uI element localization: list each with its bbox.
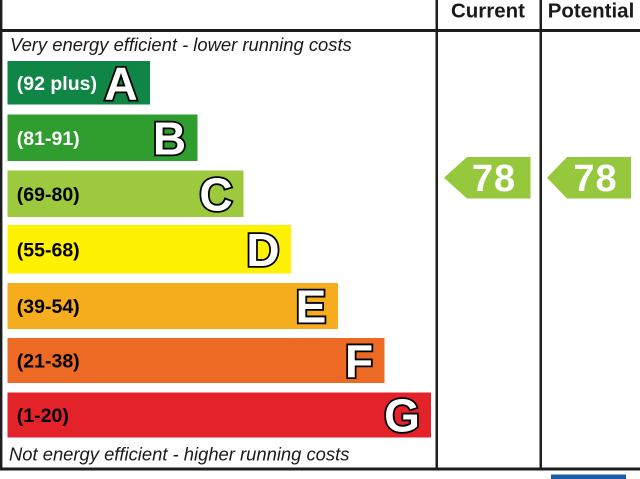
svg-text:G: G [384, 390, 420, 442]
svg-text:(21-38): (21-38) [17, 351, 80, 373]
svg-text:Potential: Potential [548, 0, 635, 23]
svg-text:(69-80): (69-80) [17, 184, 80, 206]
svg-text:(1-20): (1-20) [17, 405, 69, 427]
svg-text:Current: Current [451, 0, 525, 23]
svg-text:(81-91): (81-91) [17, 128, 80, 150]
svg-text:B: B [153, 112, 186, 164]
svg-text:(55-68): (55-68) [17, 239, 80, 261]
svg-text:F: F [345, 335, 373, 387]
svg-text:(39-54): (39-54) [17, 296, 80, 318]
svg-text:78: 78 [573, 158, 617, 200]
svg-text:Very energy efficient - lower: Very energy efficient - lower running co… [10, 34, 352, 55]
svg-text:78: 78 [472, 158, 516, 200]
svg-text:D: D [246, 224, 279, 276]
svg-text:(92 plus): (92 plus) [17, 73, 97, 95]
svg-text:Not energy efficient - higher: Not energy efficient - higher running co… [9, 444, 349, 465]
svg-text:A: A [104, 57, 137, 109]
svg-text:E: E [296, 281, 327, 333]
svg-text:C: C [199, 168, 232, 220]
